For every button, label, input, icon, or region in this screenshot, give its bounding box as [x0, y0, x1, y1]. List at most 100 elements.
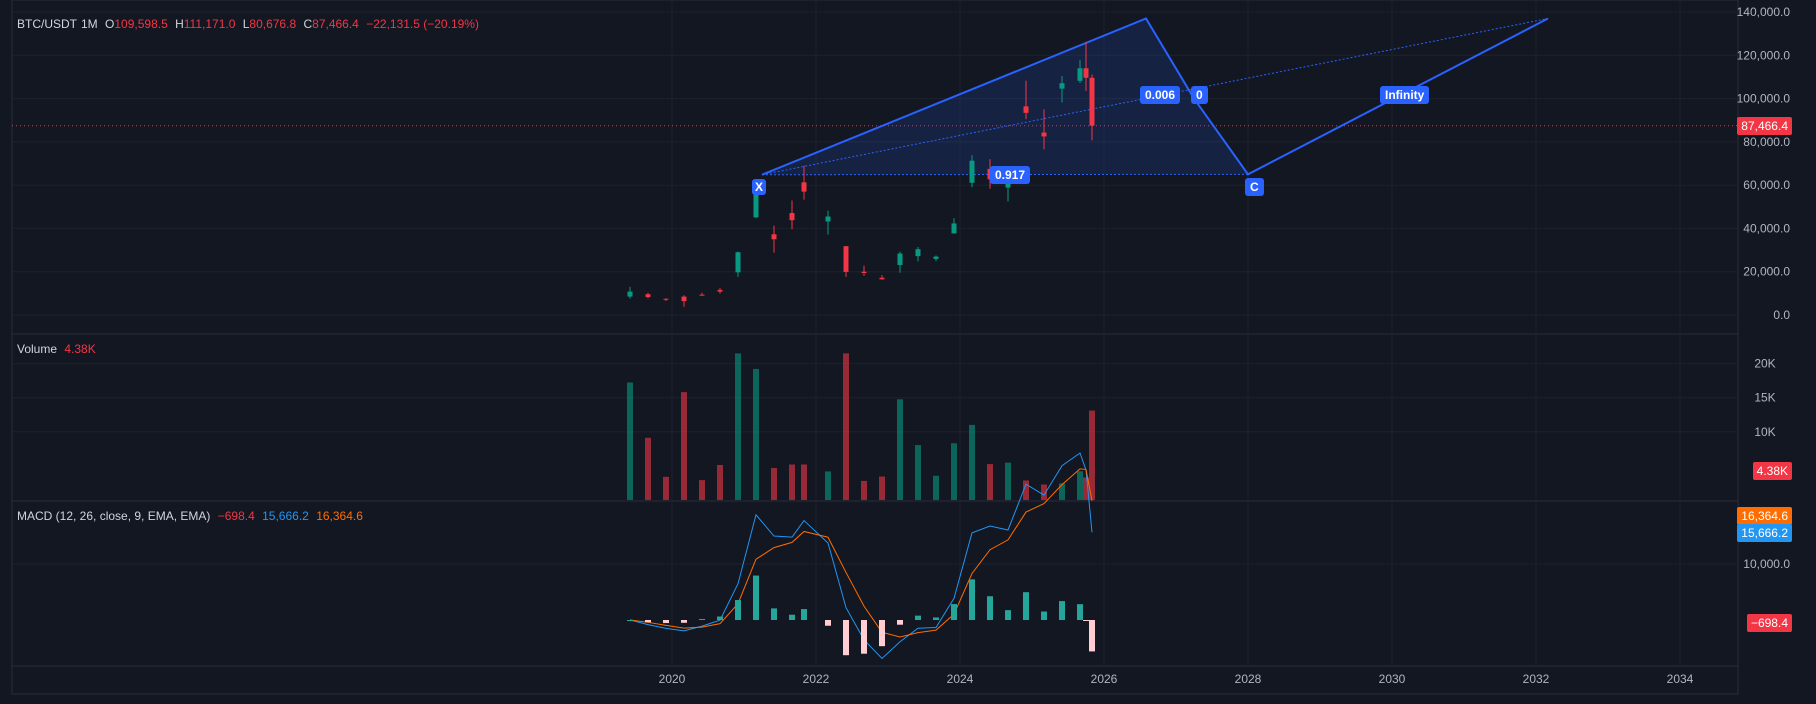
ohlc-open: 109,598.5 — [114, 17, 168, 31]
candle-body — [969, 160, 975, 183]
candle-body — [663, 298, 669, 300]
volume-bar — [789, 464, 795, 500]
signal-line — [629, 468, 1093, 638]
candle-body — [897, 253, 903, 266]
macd-hist-value: −698.4 — [217, 509, 255, 523]
pattern-c-label[interactable]: C — [1245, 178, 1264, 196]
candle-body — [1023, 106, 1029, 113]
candle-body — [861, 271, 867, 274]
volume-bar — [1023, 480, 1029, 500]
time-axis-label: 2034 — [1667, 672, 1694, 686]
price-axis-label: 20,000.0 — [1743, 265, 1790, 279]
macd-histogram-bar — [825, 620, 831, 626]
candle-body — [1083, 68, 1089, 78]
volume-bar — [1089, 410, 1095, 500]
candle-body — [825, 216, 831, 222]
macd-histogram-bar — [933, 617, 939, 620]
pattern-zero-label[interactable]: 0 — [1191, 86, 1208, 104]
volume-bar — [753, 368, 759, 500]
candle-body — [801, 182, 807, 192]
symbol-legend: BTC/USDT 1M O109,598.5 H111,171.0 L80,676… — [17, 17, 483, 31]
macd-label: MACD (12, 26, close, 9, EMA, EMA) — [17, 509, 211, 523]
candle-body — [933, 256, 939, 259]
volume-legend: Volume 4.38K — [17, 342, 100, 356]
macd-histogram-bar — [951, 604, 957, 620]
macd-histogram-bar — [969, 579, 975, 620]
time-axis-label: 2030 — [1379, 672, 1406, 686]
ohlc-close-label: C — [303, 17, 313, 31]
volume-axis-label: 15K — [1754, 391, 1775, 405]
macd-histogram-bar — [897, 620, 903, 625]
volume-bar — [1005, 462, 1011, 500]
candle-body — [915, 249, 921, 257]
pattern-x-label[interactable]: X — [752, 179, 767, 195]
price-axis-label: 140,000.0 — [1737, 5, 1791, 19]
price-axis-label: 80,000.0 — [1743, 135, 1790, 149]
ohlc-change: −22,131.5 (−20.19%) — [366, 17, 479, 31]
macd-legend: MACD (12, 26, close, 9, EMA, EMA) −698.4… — [17, 509, 367, 523]
price-axis-label: 100,000.0 — [1737, 92, 1791, 106]
symbol-name: BTC/USDT — [17, 17, 77, 31]
candle-body — [1041, 132, 1047, 137]
macd-histogram-bar — [1089, 620, 1095, 652]
macd-signal-value: 16,364.6 — [316, 509, 363, 523]
candle-body — [843, 246, 849, 272]
macd-histogram-bar — [663, 620, 669, 624]
macd-histogram-bar — [1023, 592, 1029, 620]
price-axis-label: 60,000.0 — [1743, 178, 1790, 192]
volume-bar — [627, 382, 633, 500]
macd-histogram-bar — [735, 600, 741, 620]
volume-bar — [1041, 484, 1047, 500]
time-axis-label: 2026 — [1091, 672, 1118, 686]
volume-bar — [861, 480, 867, 500]
volume-bar — [933, 475, 939, 500]
macd-histogram-bar — [801, 609, 807, 620]
price-axis-label: 0.0 — [1773, 308, 1790, 322]
volume-value: 4.38K — [64, 342, 96, 356]
candle-body — [1089, 77, 1095, 126]
macd-histogram-bar — [681, 620, 687, 623]
macd-histogram-bar — [627, 620, 633, 621]
macd-histogram-bar — [987, 596, 993, 620]
volume-bar — [1077, 471, 1083, 500]
time-axis-label: 2028 — [1235, 672, 1262, 686]
candle-body — [699, 294, 705, 296]
macd-tag: 15,666.2 — [1737, 524, 1792, 542]
volume-bar — [843, 353, 849, 500]
volume-bar — [1059, 483, 1065, 500]
volume-bar — [735, 353, 741, 500]
macd-histogram-bar — [717, 616, 723, 620]
pattern-b-label[interactable]: 0.006 — [1140, 86, 1181, 104]
volume-bar — [915, 445, 921, 500]
macd-histogram-bar — [861, 620, 867, 654]
volume-bar — [879, 476, 885, 500]
macd-axis-label: 10,000.0 — [1743, 557, 1790, 571]
volume-label: Volume — [17, 342, 58, 356]
candle-body — [879, 277, 885, 280]
candle-body — [753, 187, 759, 218]
volume-bar — [969, 424, 975, 500]
volume-axis-label: 10K — [1754, 425, 1775, 439]
frame — [11, 0, 1739, 695]
signal-tag: 16,364.6 — [1737, 507, 1792, 525]
ohlc-open-label: O — [105, 17, 115, 31]
price-axis-label: 40,000.0 — [1743, 221, 1790, 235]
candle-body — [681, 296, 687, 302]
volume-bar — [801, 464, 807, 500]
pattern-ratio-label[interactable]: 0.917 — [990, 166, 1031, 184]
macd-line-value: 15,666.2 — [262, 509, 309, 523]
candle-body — [771, 234, 777, 240]
candle-body — [735, 252, 741, 273]
candle-body — [645, 294, 651, 298]
volume-bar — [717, 464, 723, 500]
macd-histogram-bar — [1077, 604, 1083, 620]
volume-bar — [699, 480, 705, 500]
pattern-fill — [762, 18, 1248, 175]
candle-body — [627, 291, 633, 297]
pattern-infinity-label[interactable]: Infinity — [1380, 86, 1430, 104]
hist-tag: −698.4 — [1746, 614, 1792, 632]
volume-bar — [681, 392, 687, 500]
macd-histogram-bar — [915, 615, 921, 620]
